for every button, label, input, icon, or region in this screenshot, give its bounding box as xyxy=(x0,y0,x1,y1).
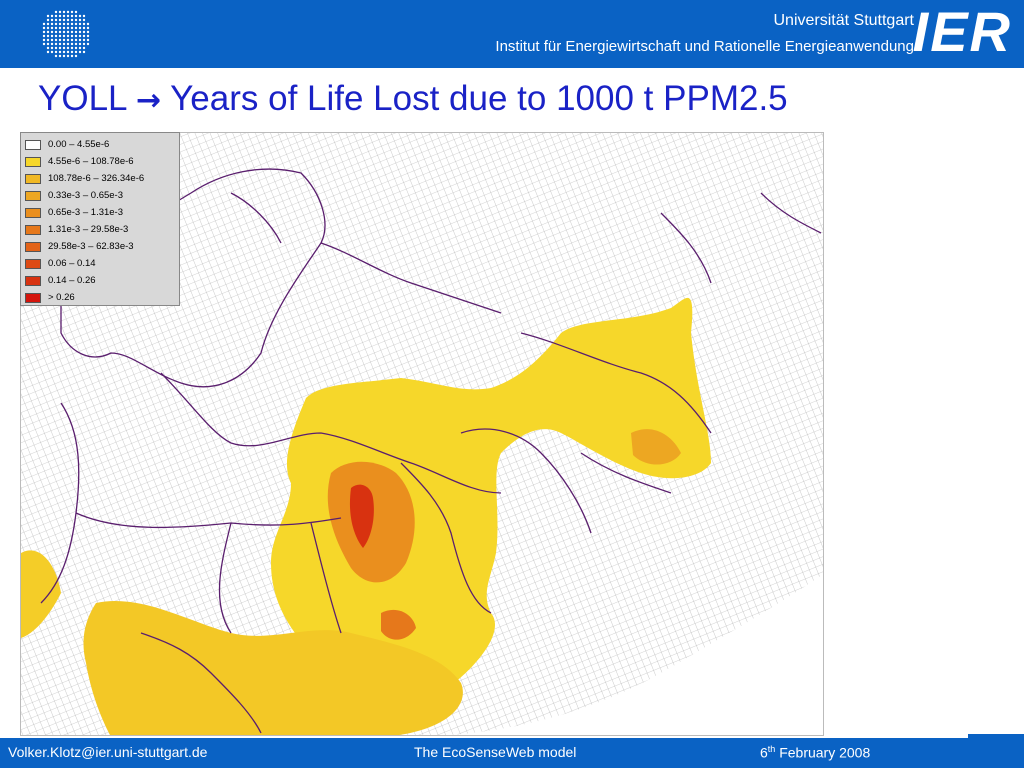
legend-swatch xyxy=(25,190,41,201)
title-suffix: Years of Life Lost due to 1000 t PPM2.5 xyxy=(170,79,788,118)
legend-label: 29.58e-3 – 62.83e-3 xyxy=(48,241,134,252)
impact-region-south-orange xyxy=(381,609,416,640)
country-borders xyxy=(40,168,822,734)
legend-label: 1.31e-3 – 29.58e-3 xyxy=(48,224,129,235)
map-legend: 0.00 – 4.55e-6 4.55e-6 – 108.78e-6 108.78e… xyxy=(20,132,180,306)
institute-name: Institut für Energiewirtschaft und Ratio… xyxy=(495,38,914,55)
legend-item: 1.31e-3 – 29.58e-3 xyxy=(21,221,128,238)
legend-label: 0.65e-3 – 1.31e-3 xyxy=(48,207,124,218)
legend-label: 108.78e-6 – 326.34e-6 xyxy=(48,173,145,184)
legend-swatch xyxy=(25,156,41,167)
title-prefix: YOLL xyxy=(38,79,127,118)
legend-swatch xyxy=(25,207,41,218)
arrow-right-icon: → xyxy=(135,83,162,118)
legend-swatch xyxy=(25,241,41,252)
legend-label: 0.00 – 4.55e-6 xyxy=(48,139,110,150)
legend-label: > 0.26 xyxy=(48,292,75,303)
impact-region-east-orange xyxy=(631,429,681,465)
legend-item: 0.14 – 0.26 xyxy=(21,272,96,289)
impact-region-hotspot xyxy=(349,484,374,548)
impact-map-svg xyxy=(21,133,823,735)
footer-model: The EcoSenseWeb model xyxy=(414,744,577,760)
legend-swatch xyxy=(25,139,41,150)
footer-accent xyxy=(968,734,1024,740)
legend-item: 0.06 – 0.14 xyxy=(21,255,96,272)
ier-logo: IER xyxy=(912,0,1012,63)
legend-swatch xyxy=(25,258,41,269)
legend-item: 29.58e-3 – 62.83e-3 xyxy=(21,238,134,255)
footer-date-rest: February 2008 xyxy=(775,744,871,761)
footer-date-suffix: th xyxy=(767,744,776,754)
legend-item: > 0.26 xyxy=(21,289,75,306)
legend-swatch xyxy=(25,275,41,286)
legend-item: 108.78e-6 – 326.34e-6 xyxy=(21,170,144,187)
legend-item: 0.00 – 4.55e-6 xyxy=(21,136,109,153)
legend-label: 0.33e-3 – 0.65e-3 xyxy=(48,190,124,201)
legend-item: 0.65e-3 – 1.31e-3 xyxy=(21,204,123,221)
impact-region-middle-east xyxy=(271,297,711,708)
footer-date-day: 6 xyxy=(760,744,768,761)
header-bar: Universität Stuttgart Institut für Energ… xyxy=(0,0,1024,68)
legend-label: 0.14 – 0.26 xyxy=(48,275,96,286)
university-logo-icon xyxy=(42,10,90,58)
footer-date: 6th February 2008 xyxy=(760,744,870,761)
legend-swatch xyxy=(25,173,41,184)
university-name: Universität Stuttgart xyxy=(773,12,915,29)
legend-label: 0.06 – 0.14 xyxy=(48,258,96,269)
impact-region-west-africa xyxy=(21,550,61,638)
legend-swatch xyxy=(25,292,41,303)
legend-item: 4.55e-6 – 108.78e-6 xyxy=(21,153,134,170)
slide-title: YOLL → Years of Life Lost due to 1000 t … xyxy=(38,78,788,122)
impact-map xyxy=(20,132,824,736)
legend-item: 0.33e-3 – 0.65e-3 xyxy=(21,187,123,204)
legend-label: 4.55e-6 – 108.78e-6 xyxy=(48,156,134,167)
footer-email: Volker.Klotz@ier.uni-stuttgart.de xyxy=(8,744,208,760)
impact-region-africa xyxy=(83,601,463,735)
legend-swatch xyxy=(25,224,41,235)
footer-bar: Volker.Klotz@ier.uni-stuttgart.de The Ec… xyxy=(0,738,1024,768)
